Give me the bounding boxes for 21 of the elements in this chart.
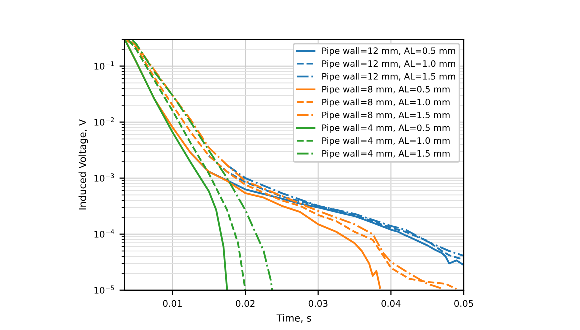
legend-label: Pipe wall=12 mm, AL=1.5 mm	[322, 73, 456, 82]
legend-label: Pipe wall=4 mm, AL=1.0 mm	[322, 137, 450, 146]
x-tick-label: 0.03	[308, 300, 328, 308]
y-axis-title: Induced Voltage, V	[78, 119, 88, 210]
x-axis-title: Time, s	[276, 314, 312, 323]
legend-label: Pipe wall=8 mm, AL=0.5 mm	[322, 86, 450, 94]
legend-label: Pipe wall=4 mm, AL=1.5 mm	[322, 150, 450, 159]
legend-label: Pipe wall=8 mm, AL=1.0 mm	[322, 98, 450, 108]
y-tick-label: 10$^{−5}$	[94, 286, 114, 294]
x-tick-label: 0.01	[163, 300, 182, 308]
y-tick-label: 10$^{−2}$	[94, 118, 114, 126]
legend-label: Pipe wall=12 mm, AL=1.0 mm	[322, 60, 456, 69]
legend-label: Pipe wall=4 mm, AL=0.5 mm	[322, 124, 450, 134]
y-tick-label: 10$^{−1}$	[94, 62, 114, 70]
legend-label: Pipe wall=8 mm, AL=1.5 mm	[322, 112, 450, 120]
x-tick-label: 0.05	[454, 300, 474, 308]
x-tick-label: 0.02	[236, 300, 255, 308]
y-tick-label: 10$^{−3}$	[94, 174, 114, 182]
x-tick-label: 0.04	[382, 300, 401, 308]
legend-label: Pipe wall=12 mm, AL=0.5 mm	[322, 47, 456, 56]
y-tick-label: 10$^{−4}$	[94, 230, 114, 238]
